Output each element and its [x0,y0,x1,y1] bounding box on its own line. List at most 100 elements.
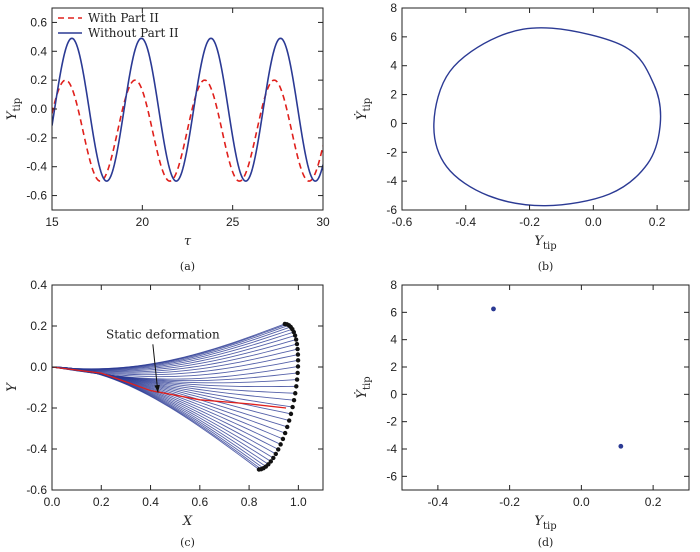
y-axis-label-sub: tip [362,98,373,112]
panel-label: (a) [180,260,195,273]
y-tick-label: 2 [390,360,397,374]
tip-point [286,418,292,423]
tip-point [293,337,299,342]
tip-point [295,352,301,357]
plot-area [433,27,662,207]
y-tick-label: 4 [390,59,397,73]
x-axis-label-main: τ [184,234,192,249]
series-line-1 [52,79,323,182]
y-tick-label: 0.2 [30,73,47,87]
annotation-arrow-head [154,384,160,393]
beam-snapshot-line [52,343,298,373]
x-axis-label-main: Y [534,514,544,529]
tip-point [295,364,301,369]
y-tick-label: 4 [390,333,397,347]
x-tick-label: 0.6 [191,495,208,509]
legend-label: Without Part II [88,26,179,40]
tip-point [294,384,299,389]
static-deformation-line [52,366,287,409]
tip-point [292,333,298,338]
x-tick-label: 0.0 [573,495,590,509]
y-tick-label: 0.2 [30,319,47,333]
panel-label: (c) [180,536,195,549]
annotation-label: Static deformation [106,327,220,341]
y-axis-label-main: Ẏ [353,110,370,120]
legend-label: With Part II [88,11,159,25]
tip-point [271,455,276,461]
plot-area [52,321,301,472]
tip-point [295,358,301,363]
y-tick-label: -0.4 [26,442,47,456]
x-axis-label-sub: tip [543,521,557,532]
x-tick-label: -0.6 [392,215,413,229]
x-tick-label: 25 [226,215,240,229]
plot-frame [401,7,690,211]
x-tick-label: 20 [136,215,150,229]
x-axis-label: Ytip [534,514,556,532]
y-axis-label-sub: tip [362,376,373,390]
y-tick-label: 8 [390,1,397,15]
y-tick-label: 0.4 [30,44,47,58]
tip-point [282,430,288,436]
y-tick-label: -2 [386,145,397,159]
y-axis-label-main: Ẏ [353,389,370,399]
x-tick-label: 0.2 [645,495,662,509]
y-axis-label-sub: tip [12,98,23,112]
x-tick-label: 0.8 [241,495,258,509]
x-tick-label: 0.0 [44,495,61,509]
tip-point [280,436,286,442]
x-axis-label-main: Y [534,234,544,249]
y-axis-label: Ẏtip [353,98,373,120]
poincare-point [618,443,624,449]
y-axis-label: Ẏtip [353,376,373,398]
y-tick-label: 8 [390,278,397,292]
annotation-arrow-shaft [152,344,159,393]
tip-point [290,404,295,410]
y-tick-label: 0.0 [30,102,47,116]
y-axis-label: Y [5,382,20,392]
y-tick-label: -6 [386,203,397,217]
tip-point [268,459,274,464]
tip-point [294,377,300,382]
x-axis-label: τ [184,234,192,249]
x-axis-label-sub: tip [543,241,557,252]
y-tick-label: 0.0 [30,360,47,374]
tip-point [273,451,278,457]
tip-point [285,424,290,430]
plot-area [52,37,323,182]
plot-frame [401,284,690,491]
beam-snapshot-line [52,348,298,374]
poincare-point [491,306,496,312]
y-tick-label: -0.2 [26,131,47,145]
y-tick-label: 0 [390,116,397,130]
y-tick-label: -0.6 [26,483,47,497]
x-axis-label-main: X [182,514,193,529]
x-tick-label: -0.4 [428,495,449,509]
series-line-2 [52,37,323,182]
x-tick-label: 0.2 [93,495,110,509]
y-tick-label: 0.4 [30,278,47,292]
tip-point [291,329,297,335]
y-tick-label: 0.6 [30,15,47,29]
y-tick-label: 0 [390,387,397,401]
tip-point [278,442,283,447]
x-tick-label: 0.2 [649,215,666,229]
y-tick-label: -0.2 [26,401,47,415]
plot-frame [51,284,324,491]
plot-area [491,306,624,449]
tip-point [276,447,281,452]
y-tick-label: -4 [386,174,397,188]
y-axis-label: Ytip [5,98,23,120]
x-tick-label: 30 [316,215,330,229]
tip-point [295,370,300,376]
y-axis-label-main: Y [5,110,20,120]
beam-snapshot-line [52,339,297,372]
x-tick-label: -0.2 [519,215,540,229]
x-axis-label: X [182,514,193,529]
panel-label: (b) [538,260,554,273]
x-axis-label: Ytip [534,234,556,252]
x-tick-label: 1.0 [290,495,307,509]
y-tick-label: -0.4 [26,160,47,174]
tip-point [288,411,294,417]
